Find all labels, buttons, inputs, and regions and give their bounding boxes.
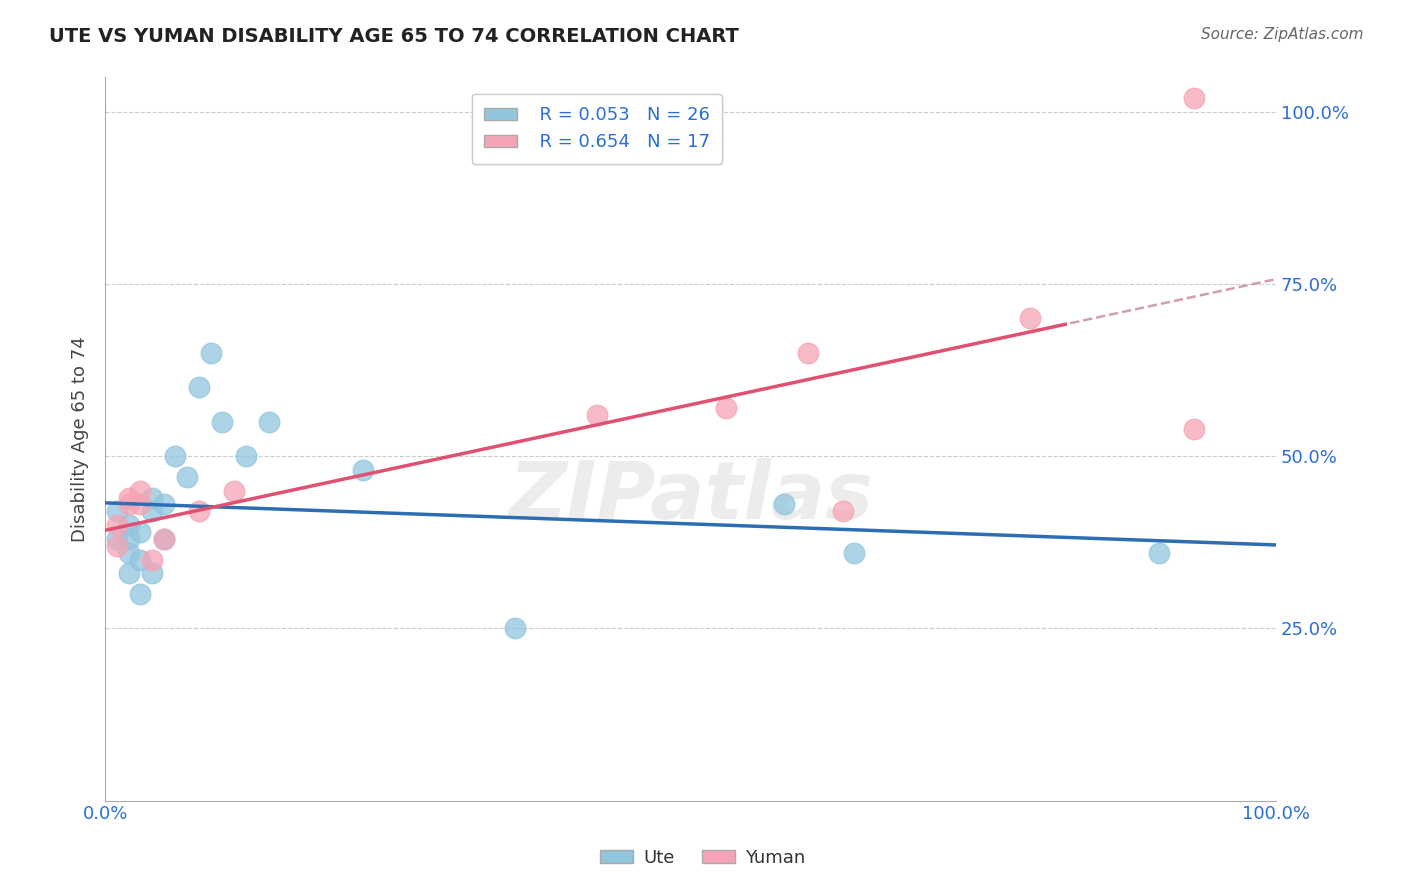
Point: [1182, 422, 1205, 436]
Text: UTE VS YUMAN DISABILITY AGE 65 TO 74 CORRELATION CHART: UTE VS YUMAN DISABILITY AGE 65 TO 74 COR…: [49, 27, 740, 45]
Y-axis label: Disability Age 65 to 74: Disability Age 65 to 74: [72, 336, 89, 542]
Point: [129, 587, 152, 601]
Legend: Ute, Yuman: Ute, Yuman: [593, 842, 813, 874]
Point: [117, 498, 139, 512]
Point: [141, 504, 163, 518]
Point: [844, 546, 866, 560]
Point: [105, 504, 128, 518]
Point: [352, 463, 374, 477]
Point: [187, 380, 209, 394]
Point: [152, 532, 174, 546]
Point: [831, 504, 853, 518]
Point: [796, 346, 818, 360]
Point: [503, 622, 526, 636]
Point: [257, 415, 280, 429]
Point: [152, 532, 174, 546]
Point: [117, 518, 139, 533]
Point: [152, 498, 174, 512]
Point: [235, 449, 257, 463]
Point: [141, 552, 163, 566]
Point: [187, 504, 209, 518]
Point: [105, 518, 128, 533]
Point: [105, 532, 128, 546]
Point: [141, 566, 163, 581]
Point: [586, 408, 609, 422]
Point: [1019, 311, 1042, 326]
Point: [141, 491, 163, 505]
Point: [117, 546, 139, 560]
Point: [714, 401, 737, 415]
Point: [176, 470, 198, 484]
Point: [117, 532, 139, 546]
Point: [117, 566, 139, 581]
Legend:   R = 0.053   N = 26,   R = 0.654   N = 17: R = 0.053 N = 26, R = 0.654 N = 17: [471, 94, 723, 164]
Point: [1182, 91, 1205, 105]
Point: [200, 346, 222, 360]
Point: [129, 524, 152, 539]
Point: [129, 483, 152, 498]
Point: [165, 449, 187, 463]
Point: [105, 539, 128, 553]
Point: [129, 552, 152, 566]
Point: [211, 415, 233, 429]
Text: Source: ZipAtlas.com: Source: ZipAtlas.com: [1201, 27, 1364, 42]
Point: [129, 498, 152, 512]
Point: [117, 491, 139, 505]
Point: [1147, 546, 1170, 560]
Text: ZIPatlas: ZIPatlas: [508, 458, 873, 536]
Point: [222, 483, 245, 498]
Point: [773, 498, 796, 512]
